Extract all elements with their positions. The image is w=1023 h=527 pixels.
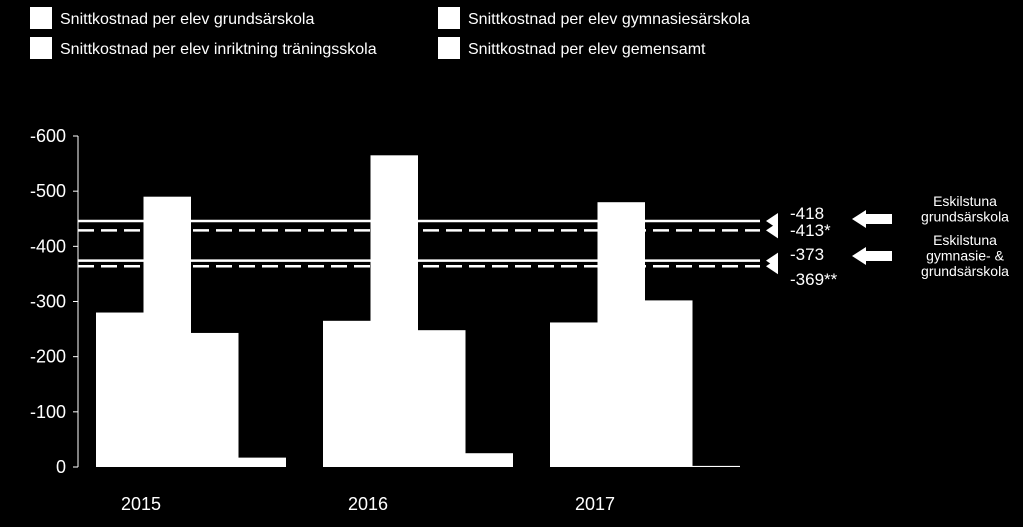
annotation-text: grundsärskola — [921, 209, 1009, 225]
bar — [96, 312, 144, 467]
bar — [692, 465, 740, 467]
arrow-icon — [852, 210, 892, 228]
bar — [465, 453, 513, 467]
legend-swatch — [438, 7, 460, 29]
reference-label: -373 — [790, 245, 824, 264]
reference-pointer — [766, 222, 778, 239]
reference-lines: -418-413* -373 -369** — [78, 204, 838, 289]
legend-label: Snittkostnad per elev inriktning träning… — [60, 41, 377, 58]
legend-label: Snittkostnad per elev gymnasiesärskola — [468, 11, 750, 28]
bar — [550, 322, 598, 467]
legend-label: Snittkostnad per elev gemensamt — [468, 41, 706, 58]
x-tick-label: 2016 — [348, 494, 388, 514]
legend-swatch — [30, 7, 52, 29]
arrow-icon — [852, 247, 892, 265]
bar — [143, 196, 191, 467]
y-tick-label: -200 — [30, 347, 66, 367]
y-axis: -600 -500 -400 -300 -200 -100 0 — [30, 126, 79, 477]
y-tick-label: -500 — [30, 181, 66, 201]
y-tick-label: 0 — [56, 457, 66, 477]
annotations: EskilstunagrundsärskolaEskilstunagymnasi… — [852, 193, 1009, 279]
y-tick-label: -400 — [30, 236, 66, 256]
legend-swatch — [438, 37, 460, 59]
annotation-text: Eskilstuna — [933, 232, 997, 248]
annotation-text: Eskilstuna — [933, 193, 997, 209]
y-tick-label: -100 — [30, 402, 66, 422]
bar — [323, 320, 371, 467]
bars — [96, 155, 740, 467]
bar — [645, 300, 693, 467]
legend-swatch — [30, 37, 52, 59]
bar — [418, 330, 466, 467]
annotation-text: grundsärskola — [921, 263, 1009, 279]
annotation-text: gymnasie- & — [926, 248, 1004, 264]
x-axis: 2015 2016 2017 — [121, 494, 615, 514]
reference-label: -413* — [790, 221, 831, 240]
x-tick-label: 2015 — [121, 494, 161, 514]
bar — [370, 155, 418, 467]
reference-pointer — [766, 258, 778, 275]
legend: Snittkostnad per elev grundsärskola Snitt… — [30, 7, 750, 59]
y-tick-label: -600 — [30, 126, 66, 146]
x-tick-label: 2017 — [575, 494, 615, 514]
reference-label: -418 — [790, 204, 824, 223]
bar — [191, 332, 239, 467]
legend-label: Snittkostnad per elev grundsärskola — [60, 11, 314, 28]
y-tick-label: -300 — [30, 292, 66, 312]
bar — [238, 457, 286, 467]
bar — [597, 202, 645, 467]
reference-label: -369** — [790, 270, 838, 289]
